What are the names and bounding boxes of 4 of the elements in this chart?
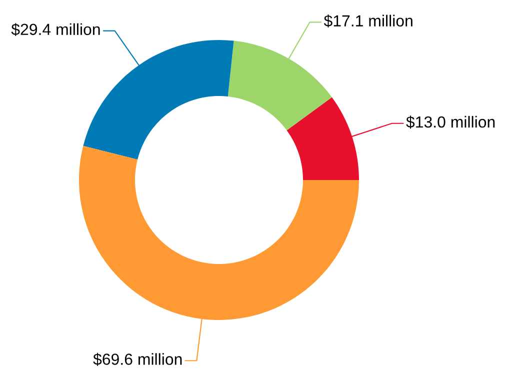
data-label: $29.4 million <box>11 23 100 36</box>
data-label: $17.1 million <box>324 14 412 28</box>
data-label: $69.6 million <box>93 352 182 366</box>
data-label: $13.0 million <box>406 116 495 129</box>
